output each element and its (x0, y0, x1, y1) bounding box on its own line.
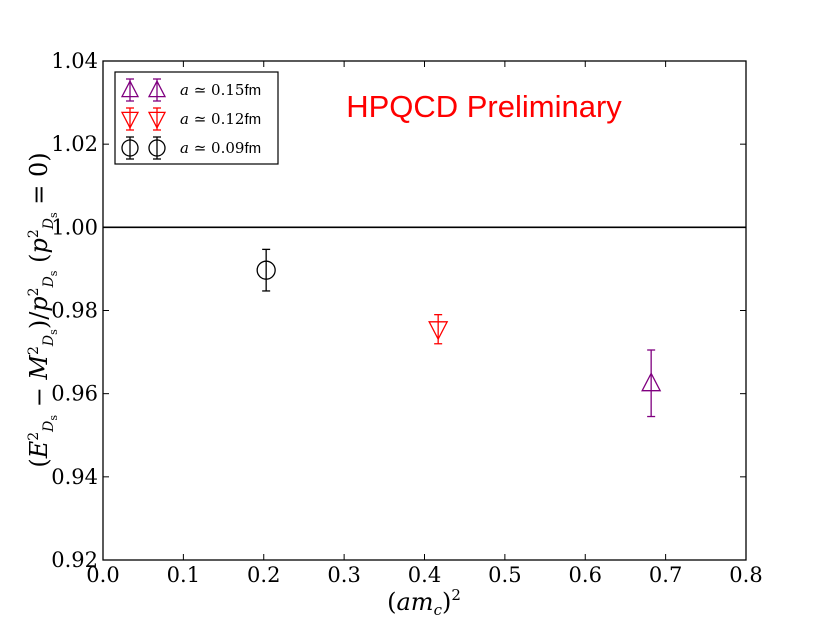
x-tick-label: 0.0 (86, 563, 119, 587)
legend-marker-circle (148, 139, 166, 157)
x-tick-label: 0.8 (729, 563, 762, 587)
y-tick-label: 1.02 (51, 132, 98, 156)
legend-marker-triangle-up (120, 79, 140, 98)
x-axis-title: (amc)2 (387, 586, 461, 619)
data-points (256, 248, 662, 418)
legend-label: a ≃ 0.12fm (180, 110, 261, 128)
x-tick-label: 0.5 (488, 563, 521, 587)
x-tick-label: 0.7 (649, 563, 682, 587)
data-point-triangle-down (428, 321, 449, 341)
legend: a ≃ 0.15fm a ≃ 0.12fm a ≃ 0.09fm (114, 71, 279, 165)
data-point-circle (256, 260, 276, 280)
y-tick-label: 0.92 (51, 548, 98, 572)
x-tick-label: 0.2 (247, 563, 280, 587)
x-tick-label: 0.4 (408, 563, 441, 587)
data-point-triangle-up (641, 371, 662, 392)
y-tick-label: 1.00 (51, 215, 98, 239)
y-tick-label: 0.96 (51, 382, 98, 406)
legend-marker-triangle-down (147, 111, 167, 130)
x-tick-label: 0.1 (167, 563, 200, 587)
legend-marker-triangle-up (147, 79, 167, 98)
legend-box (114, 71, 279, 165)
preliminary-annotation: HPQCD Preliminary (346, 89, 622, 124)
y-tick-label: 0.94 (51, 465, 98, 489)
x-tick-label: 0.3 (327, 563, 360, 587)
legend-marker-circle (121, 139, 139, 157)
x-axis-ticks: 0.0 0.1 0.2 0.3 0.4 0.5 0.6 0.7 0.8 (86, 61, 763, 587)
legend-label: a ≃ 0.09fm (180, 139, 261, 157)
legend-marker-triangle-down (120, 111, 140, 130)
y-tick-label: 1.04 (51, 49, 98, 73)
legend-label: a ≃ 0.15fm (180, 81, 261, 99)
x-tick-label: 0.6 (569, 563, 602, 587)
y-tick-label: 0.98 (51, 299, 98, 323)
y-axis-ticks: 0.92 0.94 0.96 0.98 1.00 1.02 1.04 (51, 49, 746, 572)
